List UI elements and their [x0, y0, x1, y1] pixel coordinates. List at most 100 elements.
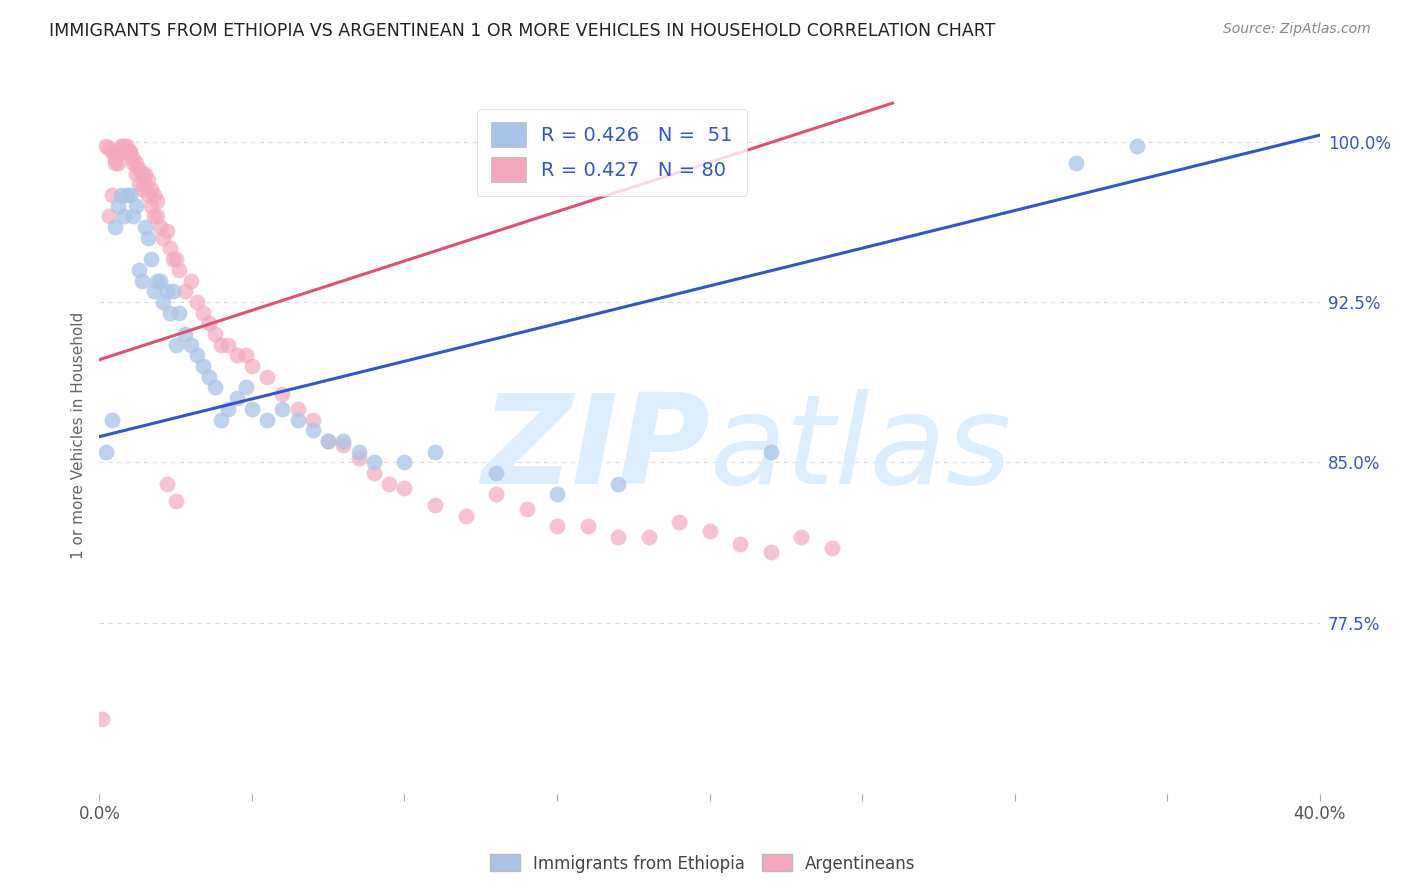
Point [122, 210, 145, 224]
Point [100, 188, 122, 202]
Point [115, 188, 138, 202]
Point [316, 434, 339, 448]
Point [173, 326, 195, 341]
Point [141, 199, 163, 213]
Point [186, 294, 208, 309]
Point [637, 530, 659, 544]
Point [131, 167, 153, 181]
Point [136, 188, 159, 202]
Point [485, 487, 508, 501]
Point [125, 156, 148, 170]
Text: atlas: atlas [710, 390, 1012, 510]
Point [173, 285, 195, 299]
Point [198, 316, 221, 330]
Point [394, 455, 416, 469]
Point [112, 139, 135, 153]
Point [134, 178, 156, 192]
Point [107, 145, 129, 160]
Point [332, 434, 354, 448]
Point [759, 545, 782, 559]
Point [118, 188, 141, 202]
Point [107, 156, 129, 170]
Point [143, 285, 166, 299]
Point [115, 139, 138, 153]
Point [94, 444, 117, 458]
Point [143, 210, 166, 224]
Point [423, 498, 446, 512]
Point [110, 188, 132, 202]
Point [316, 434, 339, 448]
Point [128, 162, 150, 177]
Text: IMMIGRANTS FROM ETHIOPIA VS ARGENTINEAN 1 OR MORE VEHICLES IN HOUSEHOLD CORRELAT: IMMIGRANTS FROM ETHIOPIA VS ARGENTINEAN … [49, 22, 995, 40]
Point [271, 401, 294, 416]
Point [363, 455, 385, 469]
Point [152, 231, 174, 245]
Point [271, 387, 294, 401]
Point [162, 252, 184, 267]
Point [235, 348, 257, 362]
Point [790, 530, 813, 544]
Point [180, 337, 202, 351]
Point [122, 156, 145, 170]
Point [198, 369, 221, 384]
Point [146, 194, 169, 209]
Point [394, 481, 416, 495]
Y-axis label: 1 or more Vehicles in Household: 1 or more Vehicles in Household [72, 312, 86, 559]
Point [225, 391, 247, 405]
Point [728, 536, 751, 550]
Point [110, 145, 132, 160]
Point [162, 285, 184, 299]
Point [546, 519, 568, 533]
Point [240, 401, 263, 416]
Point [110, 139, 132, 153]
Point [100, 145, 122, 160]
Point [118, 145, 141, 160]
Point [152, 294, 174, 309]
Legend: Immigrants from Ethiopia, Argentineans: Immigrants from Ethiopia, Argentineans [484, 847, 922, 880]
Point [211, 412, 233, 426]
Text: ZIP: ZIP [481, 390, 710, 510]
Point [191, 359, 214, 373]
Point [423, 444, 446, 458]
Point [112, 210, 135, 224]
Point [302, 412, 325, 426]
Point [104, 156, 127, 170]
Point [186, 348, 208, 362]
Point [165, 337, 187, 351]
Point [136, 173, 159, 187]
Point [134, 167, 156, 181]
Point [104, 220, 127, 235]
Point [128, 263, 150, 277]
Point [131, 274, 153, 288]
Point [515, 502, 537, 516]
Point [131, 181, 153, 195]
Point [759, 444, 782, 458]
Point [1125, 139, 1147, 153]
Point [107, 199, 129, 213]
Point [118, 145, 141, 160]
Point [159, 305, 181, 319]
Point [159, 242, 181, 256]
Point [699, 524, 721, 538]
Point [167, 305, 190, 319]
Point [287, 412, 309, 426]
Point [256, 369, 278, 384]
Point [146, 274, 169, 288]
Point [378, 476, 401, 491]
Point [256, 412, 278, 426]
Point [97, 141, 120, 155]
Point [165, 493, 187, 508]
Point [240, 359, 263, 373]
Point [100, 412, 122, 426]
Point [112, 139, 135, 153]
Point [668, 515, 690, 529]
Point [287, 401, 309, 416]
Point [128, 178, 150, 192]
Point [820, 541, 842, 555]
Point [204, 380, 226, 394]
Point [94, 139, 117, 153]
Point [607, 476, 630, 491]
Point [141, 252, 163, 267]
Point [204, 326, 226, 341]
Legend: R = 0.426   N =  51, R = 0.427   N = 80: R = 0.426 N = 51, R = 0.427 N = 80 [477, 109, 747, 195]
